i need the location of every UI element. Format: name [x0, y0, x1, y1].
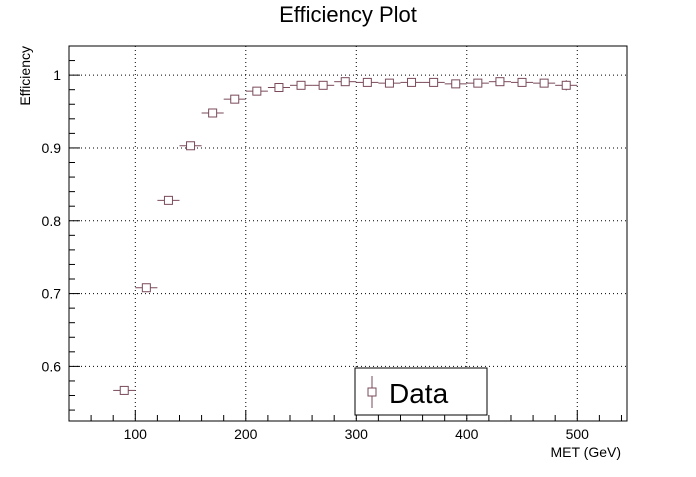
data-point [157, 195, 180, 205]
y-tick-label: 0.7 [42, 286, 62, 302]
y-tick-label: 0.6 [42, 358, 62, 374]
square-marker [539, 78, 549, 88]
data-point [378, 78, 401, 88]
square-marker [517, 77, 527, 87]
data-point [267, 83, 290, 93]
data-point [356, 77, 379, 87]
legend-square-marker [367, 387, 377, 397]
square-marker [230, 94, 240, 104]
plot-frame [68, 45, 628, 422]
square-marker [429, 77, 439, 87]
legend-box [354, 367, 488, 416]
legend-label: Data [389, 378, 449, 409]
square-marker [274, 83, 284, 93]
square-marker [163, 195, 173, 205]
data-point [334, 77, 357, 87]
x-tick-label: 100 [124, 426, 148, 442]
y-axis-label: Efficiency [17, 46, 33, 106]
y-tick-label: 0.9 [42, 140, 62, 156]
data-point [466, 78, 489, 88]
x-tick-label: 400 [455, 426, 479, 442]
data-point [289, 80, 313, 90]
data-point [444, 79, 467, 89]
square-marker [186, 141, 196, 151]
square-marker [451, 79, 461, 89]
grid-lines [69, 46, 627, 421]
chart-title: Efficiency Plot [279, 2, 417, 27]
axes: 100 200 300 400 500 0.6 0.7 0.8 0.9 1 [42, 45, 622, 442]
square-marker [561, 80, 571, 90]
legend-marker [367, 376, 377, 408]
data-point [400, 77, 423, 87]
x-tick-label: 300 [345, 426, 369, 442]
data-point [201, 108, 224, 118]
square-marker [362, 77, 372, 87]
square-marker [119, 385, 129, 395]
data-point [179, 141, 202, 151]
data-point [245, 86, 268, 96]
square-marker [384, 78, 394, 88]
square-marker [208, 108, 218, 118]
data-point [533, 78, 556, 88]
data-point [488, 77, 511, 87]
data-point [223, 94, 246, 104]
data-point [312, 80, 335, 90]
data-point [422, 77, 445, 87]
y-tick-label: 1 [53, 67, 61, 83]
square-marker [318, 80, 328, 90]
data-point [510, 77, 534, 87]
x-tick-label: 500 [566, 426, 590, 442]
data-point [113, 385, 136, 395]
x-tick-label: 200 [234, 426, 258, 442]
data-point [555, 80, 578, 91]
data-series [113, 77, 578, 395]
data-point [135, 283, 158, 293]
legend: Data [354, 367, 488, 416]
square-marker [473, 78, 483, 88]
square-marker [495, 77, 505, 87]
square-marker [252, 86, 262, 96]
y-tick-label: 0.8 [42, 213, 62, 229]
square-marker [340, 77, 350, 87]
square-marker [407, 77, 417, 87]
square-marker [296, 80, 306, 90]
square-marker [141, 283, 151, 293]
x-axis-label: MET (GeV) [550, 444, 621, 460]
